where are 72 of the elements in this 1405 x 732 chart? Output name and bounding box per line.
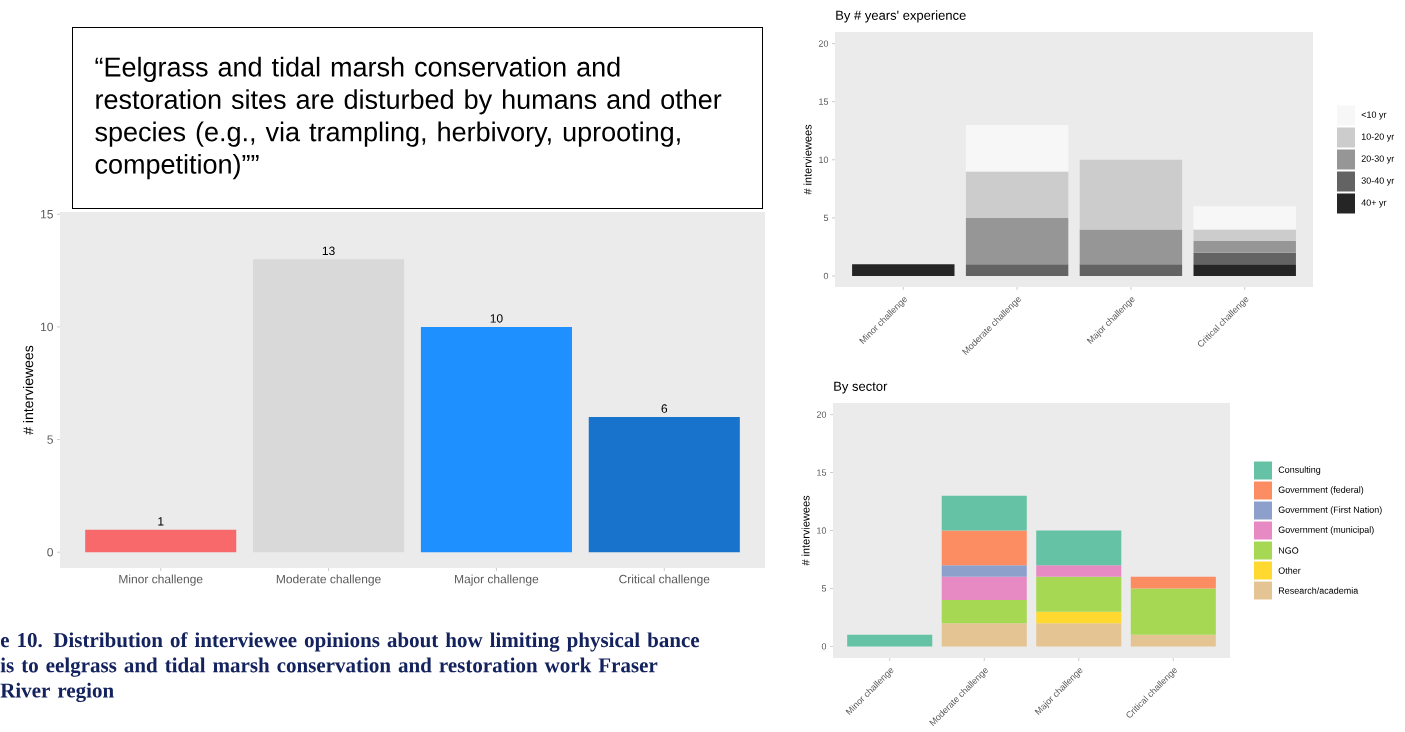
data-label: 13 — [322, 246, 335, 256]
y-tick-label: 10 — [41, 322, 54, 332]
legend-label: 40+ yr — [1361, 199, 1387, 208]
legend-label: 10-20 yr — [1361, 133, 1395, 142]
x-tick-label: Critical challenge — [619, 574, 710, 586]
bar — [1130, 634, 1216, 647]
y-tick-label: 20 — [818, 40, 829, 47]
bar — [847, 634, 933, 647]
y-tick-label: 0 — [821, 643, 827, 650]
y-tick-label: 10 — [819, 156, 829, 163]
legend-label: <10 yr — [1361, 111, 1387, 120]
legend-label: 30-40 yr — [1361, 177, 1395, 186]
y-tick-label: 5 — [823, 214, 829, 222]
text: e 10. Distribution of interviewee opinions about how limiting physical bance is to eelgrass and tidal marsh conservation and restoration work Fraser River region — [0, 632, 700, 703]
legend-label: NGO — [1278, 547, 1299, 554]
y-tick-label: 15 — [817, 469, 827, 476]
y-axis-title: # interviewees — [22, 345, 34, 435]
bar — [965, 264, 1069, 276]
bar — [1036, 530, 1122, 566]
bar — [1079, 159, 1183, 230]
bar — [965, 217, 1069, 265]
x-tick-label: Moderate challenge — [276, 574, 381, 586]
bar — [1130, 588, 1216, 635]
bar — [941, 576, 1027, 601]
bar — [588, 417, 740, 553]
legend-label: Research/academia — [1278, 587, 1359, 594]
legend-label: Government (municipal) — [1278, 526, 1374, 535]
bar — [1193, 252, 1296, 265]
text: “Eelgrass and tidal marsh conservation and restoration sites are disturbed by humans and other species (e.g., via trampling, herbivory, uprooting, competition)”” — [95, 56, 722, 180]
y-tick-label: 10 — [817, 527, 827, 534]
data-label: 1 — [158, 517, 164, 526]
y-tick-label: 0 — [823, 272, 829, 280]
y-axis-title: # interviewees — [803, 124, 812, 195]
bar — [941, 495, 1027, 531]
bar — [1079, 229, 1183, 265]
y-axis-title: # interviewees — [801, 495, 810, 566]
y-tick-label: 5 — [47, 435, 53, 444]
y-tick-label: 15 — [41, 210, 53, 219]
data-label: 6 — [661, 404, 668, 413]
bar — [965, 171, 1069, 218]
bar — [1036, 611, 1122, 624]
legend-label: Other — [1278, 567, 1301, 574]
bar — [1036, 576, 1122, 612]
legend-label: Consulting — [1278, 466, 1321, 475]
bar — [941, 565, 1027, 577]
x-tick-label: Major challenge — [455, 574, 539, 586]
y-tick-label: 15 — [819, 98, 829, 105]
legend-label: Government (federal) — [1278, 486, 1364, 495]
y-tick-label: 5 — [821, 585, 827, 592]
chart-title: By sector — [834, 381, 888, 394]
data-label: 10 — [490, 314, 503, 323]
bar — [85, 529, 237, 553]
bar — [1193, 229, 1296, 242]
bar — [941, 600, 1027, 624]
chart-title: By # years' experience — [836, 10, 966, 23]
bar — [1079, 264, 1183, 276]
bar — [1036, 565, 1122, 577]
bar — [852, 264, 955, 276]
bar — [420, 326, 572, 553]
bar — [1036, 623, 1122, 647]
bar — [1193, 241, 1296, 253]
bar — [1193, 264, 1296, 276]
bar — [941, 623, 1027, 647]
legend-label: Government (First Nation) — [1278, 506, 1382, 515]
x-tick-label: Minor challenge — [119, 574, 203, 586]
legend-label: 20-30 yr — [1361, 155, 1395, 164]
y-tick-label: 20 — [816, 411, 827, 418]
bar — [965, 124, 1069, 172]
bar — [941, 530, 1027, 566]
bar — [1130, 576, 1216, 589]
bar — [1193, 206, 1296, 230]
y-tick-label: 0 — [47, 547, 54, 557]
